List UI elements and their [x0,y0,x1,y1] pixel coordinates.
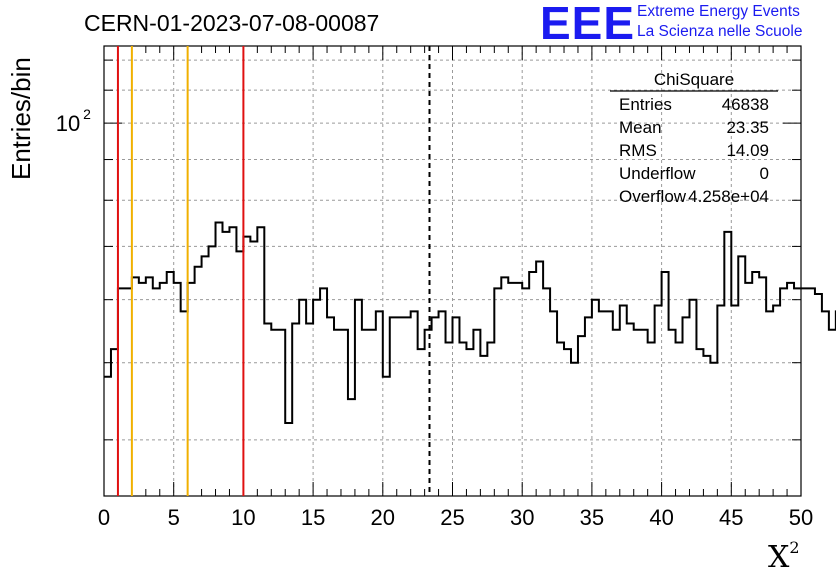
eee-logo: EEE [540,0,636,49]
x-tick-label: 25 [440,505,464,530]
x-axis-label: X2 [768,538,800,575]
x-tick-label: 45 [719,505,743,530]
x-tick-label: 20 [371,505,395,530]
x-tick-label: 35 [580,505,604,530]
stats-box-title: ChiSquare [654,70,734,89]
x-tick-label: 10 [231,505,255,530]
stats-row-value: 14.09 [726,141,769,160]
chart-title: CERN-01-2023-07-08-00087 [84,10,380,36]
stats-row-label: RMS [619,141,657,160]
x-tick-label: 5 [168,505,180,530]
y-axis-label: Entries/bin [6,57,36,180]
y-tick-label-exponent: 2 [83,106,91,122]
stats-row-label: Mean [619,118,662,137]
y-tick-label: 10 [56,111,80,136]
stats-row-value: 4.258e+04 [688,187,769,206]
stats-row-value: 46838 [722,95,769,114]
x-axis-label-superscript: 2 [789,538,800,557]
logo-line-2: La Scienza nelle Scuole [637,23,803,40]
histogram-line [104,221,836,424]
x-tick-label: 40 [649,505,673,530]
stats-row-label: Overflow [619,187,687,206]
stats-row-label: Underflow [619,164,696,183]
stats-row-label: Entries [619,95,672,114]
stats-row-value: 0 [760,164,769,183]
x-tick-label: 50 [789,505,813,530]
x-tick-label: 15 [301,505,325,530]
stats-row-value: 23.35 [726,118,769,137]
x-tick-label: 30 [510,505,534,530]
x-tick-label: 0 [98,505,110,530]
logo-line-1: Extreme Energy Events [637,3,800,20]
